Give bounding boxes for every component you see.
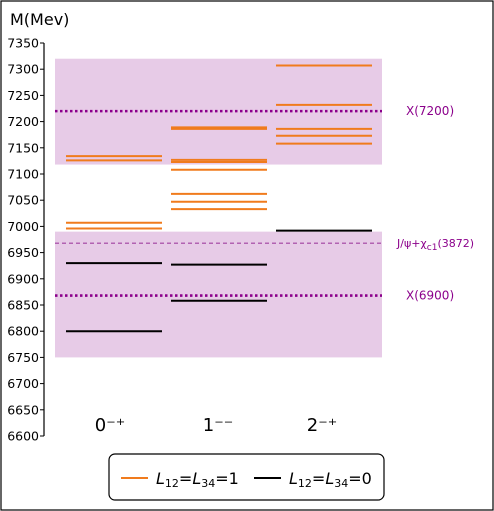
legend: L12=L34=1 L12=L34=0 [108, 453, 385, 501]
reference-label-suffix: (3872) [437, 237, 474, 250]
reference-label-1: J/ψ+χc1(3872) [396, 237, 474, 253]
reference-label-text: J/ψ+χ [396, 237, 427, 250]
legend-label-part: =0 [348, 469, 372, 488]
y-tick-label-15: 7350 [7, 36, 39, 51]
y-tick-label-5: 6850 [7, 298, 39, 313]
shaded-band-1 [55, 58, 382, 165]
reference-lines-group: X(7200) J/ψ+χc1(3872) X(6900) [55, 104, 474, 303]
reference-label-subscript: c1 [427, 243, 438, 253]
legend-label-part: = [312, 469, 325, 488]
legend-label-part: L [325, 469, 334, 488]
y-tick-label-9: 7050 [7, 193, 39, 208]
legend-box [108, 453, 385, 501]
y-tick-label-3: 6750 [7, 350, 39, 365]
reference-label-text: X(6900) [406, 289, 454, 303]
y-tick-label-10: 7100 [7, 167, 39, 182]
legend-label-part: 34 [334, 477, 348, 490]
y-tick-label-8: 7000 [7, 219, 39, 234]
y-tick-label-0: 6600 [7, 429, 39, 444]
y-tick-label-14: 7300 [7, 62, 39, 77]
y-tick-label-1: 6650 [7, 402, 39, 417]
category-label-0: 0⁻⁺ [95, 415, 125, 436]
legend-label-part: L [289, 469, 298, 488]
legend-label-part: 34 [201, 477, 215, 490]
y-axis: 6600 6650 6700 6750 6800 6850 6900 6950 7000 7050… [7, 36, 45, 444]
legend-label-1: L12=L34=0 [289, 469, 372, 490]
reference-label-text: X(7200) [406, 104, 454, 118]
legend-label-part: 12 [165, 477, 179, 490]
y-tick-label-11: 7150 [7, 140, 39, 155]
legend-label-part: 12 [298, 477, 312, 490]
legend-label-part: = [179, 469, 192, 488]
levels-group [66, 64, 372, 333]
legend-label-part: L [156, 469, 165, 488]
y-tick-label-13: 7250 [7, 88, 39, 103]
legend-label-0: L12=L34=1 [156, 469, 239, 490]
reference-label-0: X(7200) [406, 104, 454, 118]
y-tick-label-2: 6700 [7, 376, 39, 391]
category-labels-group: 0⁻⁺ 1⁻⁻ 2⁻⁺ [95, 415, 337, 436]
y-tick-label-4: 6800 [7, 324, 39, 339]
category-label-1: 1⁻⁻ [203, 415, 233, 436]
y-tick-label-7: 6950 [7, 245, 39, 260]
category-label-2: 2⁻⁺ [307, 415, 337, 436]
y-axis-label: M(Mev) [10, 10, 69, 29]
legend-label-part: L [192, 469, 201, 488]
y-tick-label-6: 6900 [7, 271, 39, 286]
reference-label-2: X(6900) [406, 289, 454, 303]
y-tick-label-12: 7200 [7, 114, 39, 129]
legend-label-part: =1 [215, 469, 239, 488]
shaded-band-0 [55, 231, 382, 358]
